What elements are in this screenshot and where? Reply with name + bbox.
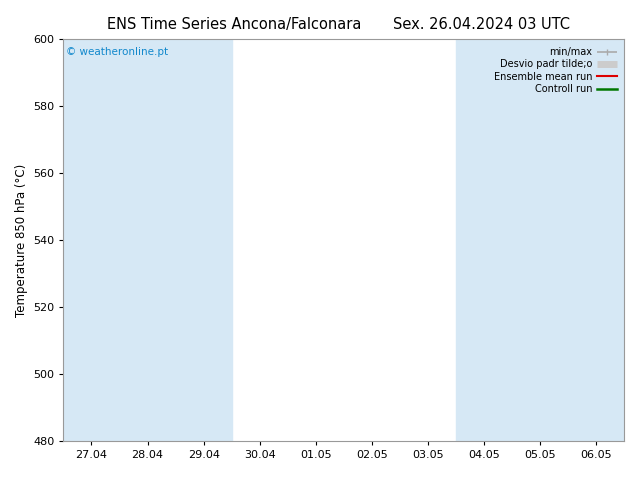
Text: © weatheronline.pt: © weatheronline.pt: [66, 47, 169, 57]
Y-axis label: Temperature 850 hPa (°C): Temperature 850 hPa (°C): [15, 164, 27, 317]
Text: Sex. 26.04.2024 03 UTC: Sex. 26.04.2024 03 UTC: [393, 17, 571, 32]
Bar: [120, 39, 176, 441]
Bar: [569, 39, 624, 441]
Text: ENS Time Series Ancona/Falconara: ENS Time Series Ancona/Falconara: [107, 17, 362, 32]
Bar: [512, 39, 569, 441]
Legend: min/max, Desvio padr tilde;o, Ensemble mean run, Controll run: min/max, Desvio padr tilde;o, Ensemble m…: [491, 44, 619, 97]
Bar: [456, 39, 512, 441]
Bar: [176, 39, 232, 441]
Bar: [63, 39, 120, 441]
